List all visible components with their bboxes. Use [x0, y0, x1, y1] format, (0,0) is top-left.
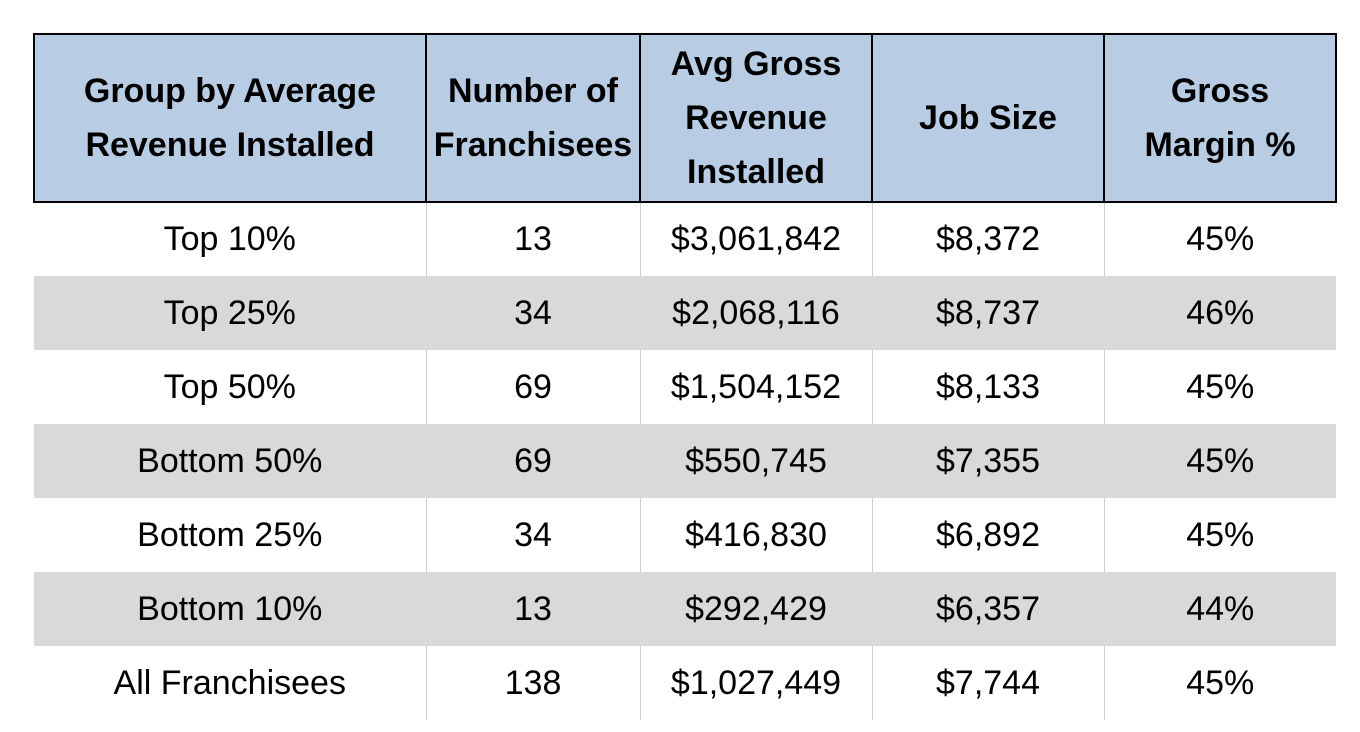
- cell-avg-gross-revenue: $292,429: [639, 572, 873, 646]
- table-row: Bottom 25% 34 $416,830 $6,892 45%: [34, 498, 1336, 572]
- header-franchisee-count: Number of Franchisees: [425, 33, 641, 203]
- header-row: Group by Average Revenue Installed Numbe…: [33, 33, 1337, 203]
- cell-gross-margin: 45%: [1103, 424, 1336, 498]
- cell-job-size: $7,355: [871, 424, 1105, 498]
- franchisee-revenue-table: Group by Average Revenue Installed Numbe…: [33, 33, 1337, 720]
- header-avg-gross-revenue: Avg Gross Revenue Installed: [639, 33, 873, 203]
- cell-avg-gross-revenue: $550,745: [639, 424, 873, 498]
- header-group: Group by Average Revenue Installed: [33, 33, 427, 203]
- header-group-line-1: Group by Average: [83, 72, 377, 110]
- header-job-size: Job Size: [871, 33, 1105, 203]
- cell-group: Bottom 25%: [34, 498, 427, 572]
- cell-job-size: $8,372: [871, 202, 1105, 276]
- header-avg-gross-revenue-line-1: Avg Gross: [670, 45, 842, 83]
- table-body: Top 10% 13 $3,061,842 $8,372 45% Top 25%…: [34, 202, 1336, 720]
- cell-avg-gross-revenue: $2,068,116: [639, 276, 873, 350]
- cell-avg-gross-revenue: $416,830: [639, 498, 873, 572]
- cell-job-size: $6,892: [871, 498, 1105, 572]
- cell-group: Top 10%: [34, 202, 427, 276]
- table-row: Bottom 10% 13 $292,429 $6,357 44%: [34, 572, 1336, 646]
- table-header: Group by Average Revenue Installed Numbe…: [33, 33, 1337, 203]
- cell-franchisee-count: 34: [425, 498, 641, 572]
- cell-group: All Franchisees: [34, 646, 427, 720]
- cell-group: Top 25%: [34, 276, 427, 350]
- header-gross-margin-line-2: Margin %: [1144, 126, 1296, 164]
- header-group-line-2: Revenue Installed: [85, 126, 375, 164]
- header-franchisee-count-line-2: Franchisees: [433, 126, 633, 164]
- table-row: Top 25% 34 $2,068,116 $8,737 46%: [34, 276, 1336, 350]
- cell-job-size: $8,737: [871, 276, 1105, 350]
- header-job-size-line-1: Job Size: [919, 99, 1057, 137]
- table-row: Top 50% 69 $1,504,152 $8,133 45%: [34, 350, 1336, 424]
- cell-franchisee-count: 34: [425, 276, 641, 350]
- cell-avg-gross-revenue: $1,504,152: [639, 350, 873, 424]
- header-franchisee-count-line-1: Number of: [448, 72, 618, 110]
- cell-job-size: $6,357: [871, 572, 1105, 646]
- franchisee-revenue-table-container: Group by Average Revenue Installed Numbe…: [33, 33, 1337, 720]
- cell-group: Bottom 50%: [34, 424, 427, 498]
- cell-avg-gross-revenue: $1,027,449: [639, 646, 873, 720]
- header-avg-gross-revenue-line-3: Installed: [687, 153, 825, 191]
- table-row: All Franchisees 138 $1,027,449 $7,744 45…: [34, 646, 1336, 720]
- cell-franchisee-count: 13: [425, 572, 641, 646]
- cell-franchisee-count: 13: [425, 202, 641, 276]
- cell-gross-margin: 45%: [1103, 498, 1336, 572]
- cell-gross-margin: 45%: [1103, 350, 1336, 424]
- cell-gross-margin: 46%: [1103, 276, 1336, 350]
- table-row: Bottom 50% 69 $550,745 $7,355 45%: [34, 424, 1336, 498]
- cell-job-size: $8,133: [871, 350, 1105, 424]
- header-gross-margin: Gross Margin %: [1103, 33, 1337, 203]
- cell-gross-margin: 44%: [1103, 572, 1336, 646]
- header-avg-gross-revenue-line-2: Revenue: [685, 99, 827, 137]
- cell-gross-margin: 45%: [1103, 646, 1336, 720]
- header-gross-margin-line-1: Gross: [1170, 72, 1270, 110]
- cell-franchisee-count: 69: [425, 424, 641, 498]
- cell-group: Bottom 10%: [34, 572, 427, 646]
- cell-group: Top 50%: [34, 350, 427, 424]
- cell-franchisee-count: 69: [425, 350, 641, 424]
- table-row: Top 10% 13 $3,061,842 $8,372 45%: [34, 202, 1336, 276]
- cell-avg-gross-revenue: $3,061,842: [639, 202, 873, 276]
- cell-job-size: $7,744: [871, 646, 1105, 720]
- cell-gross-margin: 45%: [1103, 202, 1336, 276]
- cell-franchisee-count: 138: [425, 646, 641, 720]
